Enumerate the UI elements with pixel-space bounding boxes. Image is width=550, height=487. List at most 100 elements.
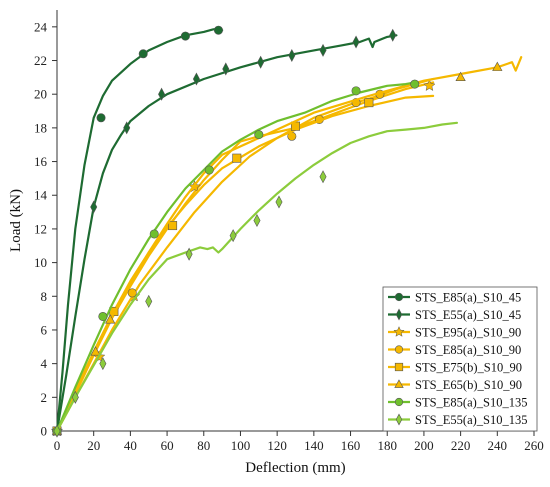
data-point-circle bbox=[394, 345, 404, 354]
x-tick-label: 120 bbox=[267, 438, 287, 453]
legend-entry: STS_E85(a)_S10_135 bbox=[388, 395, 528, 409]
series-4 bbox=[52, 77, 435, 436]
legend-entry: STS_E75(b)_S10_90 bbox=[388, 360, 522, 374]
legend-entry: STS_E55(a)_S10_45 bbox=[388, 308, 521, 322]
legend-box bbox=[382, 286, 538, 432]
x-tick-label: 160 bbox=[341, 438, 361, 453]
data-point-circle bbox=[138, 49, 148, 59]
series-line bbox=[55, 34, 398, 433]
legend-label: STS_E85(a)_S10_135 bbox=[415, 395, 528, 409]
data-point-triangle bbox=[105, 314, 116, 324]
data-point-circle bbox=[149, 229, 159, 239]
y-tick-label: 4 bbox=[41, 356, 48, 371]
legend-label: STS_E85(a)_S10_90 bbox=[415, 343, 521, 357]
data-point-triangle bbox=[492, 61, 503, 71]
data-point-diamond bbox=[158, 87, 166, 101]
legend-label: STS_E55(a)_S10_45 bbox=[415, 308, 521, 322]
data-point-diamond bbox=[257, 55, 265, 69]
data-point-circle bbox=[204, 165, 214, 175]
y-tick-label: 12 bbox=[34, 221, 47, 236]
legend-label: STS_E55(a)_S10_135 bbox=[415, 413, 528, 427]
data-point-diamond bbox=[352, 35, 360, 49]
data-point-star bbox=[423, 79, 436, 92]
legend-label: STS_E65(b)_S10_90 bbox=[415, 378, 522, 392]
x-tick-label: 20 bbox=[87, 438, 100, 453]
legend: STS_E85(a)_S10_45 STS_E55(a)_S10_45 STS_E9… bbox=[382, 286, 538, 432]
legend-entry: STS_E65(b)_S10_90 bbox=[388, 378, 522, 392]
data-point-diamond bbox=[53, 424, 61, 438]
series-line bbox=[55, 77, 435, 433]
series-layer bbox=[50, 25, 523, 438]
data-point-diamond bbox=[319, 43, 327, 57]
legend-label: STS_E85(a)_S10_45 bbox=[415, 290, 521, 304]
data-point-circle bbox=[351, 86, 361, 96]
series-8 bbox=[53, 121, 458, 438]
y-axis-title: Load (kN) bbox=[8, 189, 24, 252]
data-point-square bbox=[394, 362, 404, 372]
series-line bbox=[55, 121, 458, 433]
y-tick-label: 0 bbox=[41, 424, 48, 439]
legend-label: STS_E95(a)_S10_90 bbox=[415, 325, 521, 339]
data-point-circle bbox=[394, 397, 404, 407]
legend-label: STS_E75(b)_S10_90 bbox=[415, 360, 522, 374]
y-tick-label: 8 bbox=[41, 289, 48, 304]
data-point-triangle bbox=[90, 346, 101, 356]
data-point-diamond bbox=[389, 28, 397, 42]
axes: 0 20 40 60 80 100 120 140 160 180 200 220 240 2600246… bbox=[34, 10, 544, 453]
data-point-diamond bbox=[395, 308, 403, 321]
data-point-diamond bbox=[319, 170, 327, 184]
data-point-square bbox=[364, 98, 374, 108]
x-tick-label: 60 bbox=[161, 438, 174, 453]
x-tick-label: 220 bbox=[451, 438, 471, 453]
data-point-circle bbox=[410, 79, 420, 89]
data-point-diamond bbox=[71, 390, 79, 404]
legend-entry: STS_E85(a)_S10_90 bbox=[388, 343, 521, 357]
x-tick-label: 80 bbox=[197, 438, 210, 453]
data-point-diamond bbox=[123, 121, 131, 135]
x-tick-label: 140 bbox=[304, 438, 324, 453]
y-tick-label: 6 bbox=[41, 322, 48, 337]
y-tick-label: 14 bbox=[34, 188, 48, 203]
data-point-diamond bbox=[222, 62, 230, 76]
data-point-diamond bbox=[288, 48, 296, 62]
data-point-diamond bbox=[185, 247, 193, 261]
x-tick-label: 200 bbox=[414, 438, 434, 453]
data-point-diamond bbox=[90, 200, 98, 214]
data-point-star bbox=[393, 326, 405, 337]
data-point-diamond bbox=[253, 213, 261, 228]
y-tick-label: 2 bbox=[41, 390, 48, 405]
x-tick-label: 100 bbox=[231, 438, 251, 453]
data-point-triangle bbox=[394, 379, 404, 388]
y-tick-label: 22 bbox=[34, 53, 47, 68]
legend-entry: STS_E55(a)_S10_135 bbox=[388, 413, 528, 427]
y-tick-label: 16 bbox=[34, 154, 48, 169]
data-point-diamond bbox=[145, 294, 153, 308]
x-tick-label: 40 bbox=[124, 438, 137, 453]
legend-entry: STS_E85(a)_S10_45 bbox=[388, 290, 521, 304]
series-5 bbox=[52, 94, 435, 436]
series-7 bbox=[52, 79, 420, 436]
data-point-square bbox=[168, 221, 178, 231]
legend-entry: STS_E95(a)_S10_90 bbox=[388, 325, 521, 339]
data-point-circle bbox=[98, 311, 108, 321]
data-point-circle bbox=[254, 130, 264, 140]
data-point-square bbox=[232, 153, 242, 163]
data-point-circle bbox=[213, 25, 223, 35]
x-tick-label: 0 bbox=[54, 438, 61, 453]
data-point-circle bbox=[180, 31, 190, 41]
y-tick-label: 24 bbox=[34, 19, 48, 34]
data-point-diamond bbox=[229, 229, 237, 243]
data-point-diamond bbox=[395, 413, 403, 426]
series-1 bbox=[52, 25, 224, 436]
y-tick-label: 18 bbox=[34, 120, 47, 135]
data-point-diamond bbox=[99, 357, 107, 371]
data-point-circle bbox=[127, 288, 137, 298]
data-point-diamond bbox=[192, 72, 200, 86]
x-tick-label: 180 bbox=[377, 438, 397, 453]
y-tick-label: 10 bbox=[34, 255, 47, 270]
data-point-circle bbox=[96, 113, 106, 123]
series-line bbox=[55, 27, 224, 433]
y-tick-label: 20 bbox=[34, 87, 47, 102]
x-tick-label: 260 bbox=[524, 438, 544, 453]
